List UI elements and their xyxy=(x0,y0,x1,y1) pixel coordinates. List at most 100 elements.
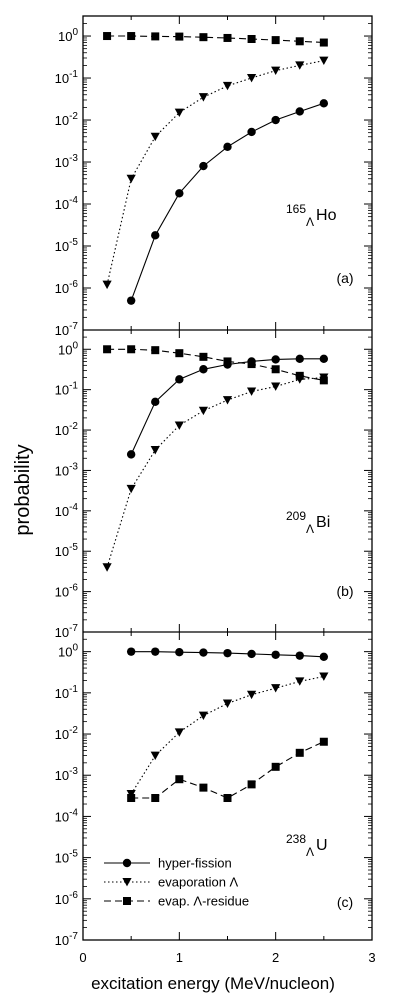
triangle-marker xyxy=(102,280,112,290)
circle-marker xyxy=(175,647,184,657)
triangle-marker xyxy=(174,728,184,737)
y-axis-title: probability xyxy=(12,444,34,535)
triangle-marker xyxy=(271,684,281,693)
circle-marker xyxy=(223,648,232,658)
y-tick-labels: 10-7 10-6 10-5 10-4 10-3 10-2 10-1 100 10-7 10-6 1… xyxy=(55,27,79,948)
triangle-marker xyxy=(198,93,209,102)
circle-marker xyxy=(151,231,160,240)
circle-marker xyxy=(319,99,329,108)
circle-marker xyxy=(295,651,304,660)
legend-label: evaporation Λ xyxy=(158,875,239,890)
triangle-marker xyxy=(122,878,132,887)
y-tick-label: 10-4 xyxy=(55,195,79,212)
square-marker xyxy=(199,352,208,361)
circle-marker xyxy=(271,355,280,364)
triangle-marker xyxy=(150,446,160,455)
square-marker xyxy=(247,35,256,44)
y-tick-label: 10-1 xyxy=(55,684,79,701)
y-tick-label: 10-2 xyxy=(55,421,79,438)
square-marker xyxy=(123,897,131,905)
legend-label: evap. Λ-residue xyxy=(158,894,249,909)
square-marker xyxy=(319,38,328,47)
legend-label: hyper-fission xyxy=(158,856,232,871)
circle-marker xyxy=(126,647,136,656)
series-line xyxy=(106,376,324,568)
square-marker xyxy=(295,37,304,46)
panel-tag: (c) xyxy=(337,894,353,910)
series-line xyxy=(106,60,324,285)
circle-marker xyxy=(247,127,256,137)
y-tick-label: 10-4 xyxy=(55,807,79,824)
triangle-marker xyxy=(295,61,305,70)
circle-marker xyxy=(151,397,160,407)
y-tick-label: 10-7 xyxy=(55,623,79,640)
y-tick-label: 10-7 xyxy=(55,321,79,338)
y-tick-label: 10-4 xyxy=(55,502,79,519)
square-marker xyxy=(223,357,232,366)
panel-tag: (a) xyxy=(336,270,353,286)
triangle-marker xyxy=(150,751,160,760)
y-tick-label: 10-5 xyxy=(55,237,79,254)
square-marker xyxy=(247,780,256,789)
square-marker xyxy=(271,762,280,771)
square-marker xyxy=(223,794,232,803)
triangle-marker xyxy=(150,132,160,142)
y-tick-label: 10-6 xyxy=(55,279,79,296)
triangle-marker xyxy=(222,396,233,405)
triangle-marker xyxy=(222,81,233,91)
square-marker xyxy=(151,794,160,803)
square-marker xyxy=(127,32,136,41)
y-tick-label: 100 xyxy=(58,340,78,357)
y-tick-label: 10-3 xyxy=(55,153,79,170)
triangle-marker xyxy=(174,108,184,118)
panel-annotations: 165Λ Ho (a) 209Λ Bi (b) 238Λ U (c) xyxy=(286,202,354,910)
square-marker xyxy=(151,346,160,355)
circle-marker xyxy=(223,142,232,152)
triangle-marker xyxy=(126,484,136,494)
x-tick-label: 1 xyxy=(176,950,183,965)
y-tick-label: 100 xyxy=(58,643,78,660)
square-marker xyxy=(319,737,328,746)
triangle-marker xyxy=(174,421,184,430)
x-axis-title: excitation energy (MeV/nucleon) xyxy=(91,974,335,993)
triangle-marker xyxy=(126,174,136,184)
y-tick-label: 10-3 xyxy=(55,461,79,478)
y-tick-label: 10-2 xyxy=(55,725,79,742)
square-marker xyxy=(127,794,136,803)
triangle-marker xyxy=(271,66,281,76)
circle-marker xyxy=(271,650,280,659)
circle-marker xyxy=(199,648,208,657)
nucleus-label: 209Λ Bi xyxy=(286,509,330,536)
square-marker xyxy=(103,32,112,41)
square-marker xyxy=(295,748,304,757)
square-marker xyxy=(127,345,136,354)
triangle-marker xyxy=(102,563,112,572)
square-marker xyxy=(175,32,184,41)
square-marker xyxy=(103,345,112,354)
circle-marker xyxy=(271,115,280,125)
circle-marker xyxy=(199,365,208,374)
legend: hyper-fission evaporation Λ evap. Λ-residu… xyxy=(104,856,249,909)
x-tick-label: 0 xyxy=(79,950,86,965)
square-marker xyxy=(247,360,256,369)
triangle-marker xyxy=(198,406,209,416)
circle-marker xyxy=(151,647,160,656)
circle-marker xyxy=(295,354,304,364)
x-tick-label: 2 xyxy=(272,950,279,965)
nucleus-label: 238Λ U xyxy=(286,832,328,859)
square-marker xyxy=(271,365,280,374)
circle-marker xyxy=(319,354,329,364)
square-marker xyxy=(295,371,304,380)
triangle-marker xyxy=(319,56,329,66)
triangle-marker xyxy=(246,387,257,396)
y-tick-label: 10-1 xyxy=(55,69,79,86)
y-tick-label: 10-3 xyxy=(55,766,79,783)
y-tick-label: 10-6 xyxy=(55,890,79,907)
triangle-marker xyxy=(246,690,257,700)
circle-marker xyxy=(126,450,136,459)
triangle-marker xyxy=(319,672,329,681)
circle-marker xyxy=(295,107,304,116)
square-marker xyxy=(175,349,184,358)
circle-marker xyxy=(319,652,329,662)
square-marker xyxy=(199,33,208,42)
